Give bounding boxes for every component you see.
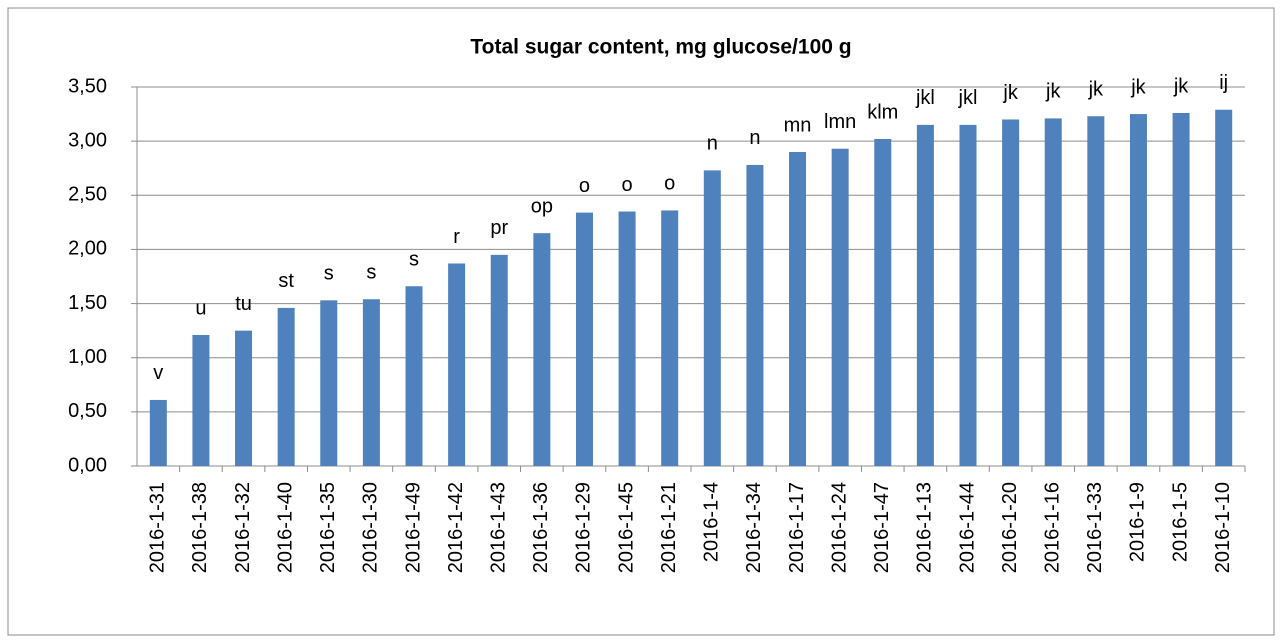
bar [1087, 116, 1105, 466]
bar [235, 330, 253, 466]
annotation: u [195, 297, 206, 319]
x-tick-label: 2016-1-30 [360, 482, 382, 573]
bar [661, 210, 679, 466]
annotation: jk [1002, 82, 1018, 104]
y-tick-label: 3,50 [68, 75, 107, 97]
y-tick-label: 3,00 [68, 129, 107, 151]
annotation: jk [1088, 79, 1104, 101]
bar [277, 307, 295, 466]
annotation: st [278, 270, 294, 292]
x-tick-label: 2016-1-40 [274, 482, 296, 573]
bar [405, 286, 423, 466]
annotation: n [749, 127, 760, 149]
bar [448, 263, 466, 466]
bar [1129, 114, 1147, 467]
y-tick-label: 2,00 [68, 238, 107, 260]
x-tick-label: 2016-1-47 [871, 482, 893, 573]
bar [746, 164, 764, 467]
annotation: s [366, 262, 376, 284]
annotation: s [409, 249, 419, 271]
bar [1002, 119, 1020, 466]
x-tick-label: 2016-1-44 [956, 482, 978, 573]
annotation: r [453, 226, 460, 248]
y-tick-label: 2,50 [68, 184, 107, 206]
annotation: jkl [958, 87, 978, 109]
annotation: o [664, 173, 675, 195]
bar [916, 124, 934, 467]
bar [1172, 112, 1190, 466]
x-tick-label: 2016-1-21 [658, 482, 680, 573]
annotation: o [622, 174, 633, 196]
x-tick-label: 2016-1-9 [1127, 482, 1149, 562]
x-tick-label: 2016-1-49 [402, 482, 424, 573]
bar [1215, 109, 1233, 467]
bar [874, 138, 892, 466]
annotation: pr [490, 217, 508, 239]
x-tick-label: 2016-1-10 [1212, 482, 1234, 573]
x-tick-label: 2016-1-5 [1169, 482, 1191, 562]
x-tick-label: 2016-1-24 [828, 482, 850, 573]
x-tick-label: 2016-1-45 [615, 482, 637, 573]
x-tick-label: 2016-1-35 [317, 482, 339, 573]
x-tick-label: 2016-1-42 [445, 482, 467, 573]
bar [533, 233, 551, 466]
chart-border [7, 7, 1275, 636]
x-tick-label: 2016-1-32 [232, 482, 254, 573]
x-tick-label: 2016-1-31 [147, 482, 169, 573]
x-tick-label: 2016-1-17 [786, 482, 808, 573]
annotation: jk [1173, 75, 1189, 97]
annotation: v [153, 362, 163, 384]
annotation: n [707, 133, 718, 155]
x-tick-label: 2016-1-36 [530, 482, 552, 573]
bar [959, 124, 977, 467]
annotation: lmn [824, 111, 856, 133]
x-tick-label: 2016-1-16 [1042, 482, 1064, 573]
bar [1044, 118, 1062, 466]
annotation: mn [784, 114, 812, 136]
bar [149, 399, 167, 466]
x-tick-label: 2016-1-33 [1084, 482, 1106, 573]
annotation: o [579, 175, 590, 197]
bar [490, 254, 508, 466]
x-tick-label: 2016-1-38 [189, 482, 211, 573]
bar [789, 151, 807, 466]
annotation: jkl [915, 87, 935, 109]
chart-title: Total sugar content, mg glucose/100 g [470, 36, 851, 59]
bar [362, 299, 380, 466]
annotation: tu [235, 293, 252, 315]
annotation: s [324, 263, 334, 285]
x-tick-label: 2016-1-4 [701, 482, 723, 562]
y-tick-label: 0,00 [68, 454, 107, 476]
bar [320, 300, 338, 466]
x-tick-label: 2016-1-13 [914, 482, 936, 573]
bar [618, 211, 636, 466]
annotation: op [531, 195, 553, 217]
bar [831, 148, 849, 467]
annotation: klm [867, 101, 898, 123]
x-tick-label: 2016-1-34 [743, 482, 765, 573]
bar [703, 170, 721, 466]
x-tick-label: 2016-1-20 [999, 482, 1021, 573]
bar [192, 334, 210, 466]
annotation: ij [1219, 72, 1228, 94]
annotation: jk [1130, 76, 1146, 98]
y-tick-label: 0,50 [68, 400, 107, 422]
y-tick-label: 1,50 [68, 292, 107, 314]
bar [575, 212, 593, 466]
y-tick-label: 1,00 [68, 346, 107, 368]
x-tick-label: 2016-1-29 [573, 482, 595, 573]
x-tick-label: 2016-1-43 [488, 482, 510, 573]
annotation: jk [1045, 81, 1061, 103]
